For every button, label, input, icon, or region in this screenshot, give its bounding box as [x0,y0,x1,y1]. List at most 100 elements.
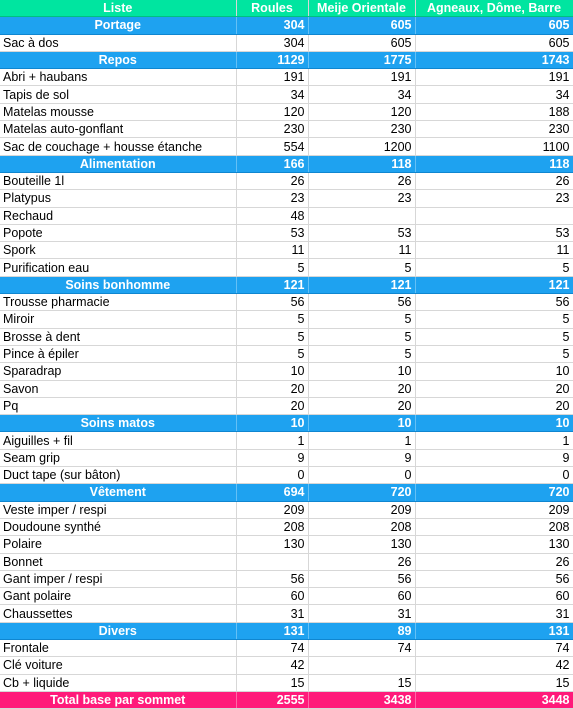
section-total-agneaux-dome-barre[interactable]: 118 [415,155,573,173]
section-name[interactable]: Repos [0,51,237,70]
item-value-meije-orientale[interactable]: 11 [308,241,416,260]
item-value-agneaux-dome-barre[interactable]: 130 [415,535,573,554]
item-value-meije-orientale[interactable]: 56 [308,293,416,312]
item-value-agneaux-dome-barre[interactable]: 56 [415,293,573,312]
item-value-agneaux-dome-barre[interactable]: 56 [415,570,573,589]
item-value-agneaux-dome-barre[interactable]: 74 [415,639,573,658]
item-value-meije-orientale[interactable]: 56 [308,570,416,589]
item-value-meije-orientale[interactable]: 23 [308,189,416,208]
section-total-meije-orientale[interactable]: 605 [308,16,416,35]
item-value-agneaux-dome-barre[interactable]: 31 [415,604,573,623]
item-value-meije-orientale[interactable]: 1200 [308,137,416,156]
section-total-roules[interactable]: 131 [236,622,309,640]
item-value-meije-orientale[interactable]: 1 [308,431,416,450]
item-value-meije-orientale[interactable]: 0 [308,466,416,485]
section-total-agneaux-dome-barre[interactable]: 121 [415,276,573,295]
item-name-cell[interactable]: Gant imper / respi [0,570,237,589]
item-value-agneaux-dome-barre[interactable]: 10 [415,362,573,381]
item-value-meije-orientale[interactable]: 10 [308,362,416,381]
item-name-cell[interactable]: Rechaud [0,207,237,225]
item-value-roules[interactable]: 5 [236,345,309,364]
section-total-meije-orientale[interactable]: 89 [308,622,416,640]
item-value-meije-orientale[interactable]: 230 [308,120,416,139]
section-total-roules[interactable]: 304 [236,16,309,35]
item-value-meije-orientale[interactable]: 26 [308,553,416,571]
item-value-agneaux-dome-barre[interactable]: 26 [415,553,573,571]
item-name-cell[interactable]: Brosse à dent [0,328,237,346]
item-value-meije-orientale[interactable]: 120 [308,103,416,122]
item-name-cell[interactable]: Matelas mousse [0,103,237,122]
section-total-roules[interactable]: 1129 [236,51,309,70]
section-total-agneaux-dome-barre[interactable]: 1743 [415,51,573,70]
item-name-cell[interactable]: Bonnet [0,553,237,571]
section-total-meije-orientale[interactable]: 720 [308,483,416,502]
item-name-cell[interactable]: Trousse pharmacie [0,293,237,312]
section-total-roules[interactable]: 166 [236,155,309,173]
item-value-meije-orientale[interactable]: 53 [308,224,416,243]
item-value-roules[interactable]: 0 [236,466,309,485]
item-name-cell[interactable]: Pince à épiler [0,345,237,364]
item-value-roules[interactable]: 15 [236,674,309,692]
item-name-cell[interactable]: Sac de couchage + housse étanche [0,137,237,156]
item-name-cell[interactable]: Gant polaire [0,587,237,606]
item-name-cell[interactable]: Tapis de sol [0,85,237,104]
item-value-roules[interactable]: 304 [236,34,309,52]
item-name-cell[interactable]: Veste imper / respi [0,501,237,519]
item-name-cell[interactable]: Sparadrap [0,362,237,381]
item-value-roules[interactable]: 5 [236,310,309,329]
item-name-cell[interactable]: Clé voiture [0,656,237,675]
item-value-roules[interactable]: 120 [236,103,309,122]
item-name-cell[interactable]: Platypus [0,189,237,208]
item-name-cell[interactable]: Frontale [0,639,237,658]
column-header-roules[interactable]: Roules [236,0,309,18]
item-name-cell[interactable]: Polaire [0,535,237,554]
item-value-roules[interactable]: 11 [236,241,309,260]
item-value-meije-orientale[interactable]: 26 [308,172,416,191]
item-name-cell[interactable]: Matelas auto-gonflant [0,120,237,139]
item-value-roules[interactable]: 56 [236,570,309,589]
item-value-roules[interactable]: 1 [236,431,309,450]
item-value-meije-orientale[interactable]: 5 [308,328,416,346]
item-value-roules[interactable]: 9 [236,449,309,468]
item-value-roules[interactable]: 10 [236,362,309,381]
item-value-meije-orientale[interactable]: 15 [308,674,416,692]
item-name-cell[interactable]: Doudoune synthé [0,518,237,537]
section-total-meije-orientale[interactable]: 121 [308,276,416,295]
column-header-agneaux-dome-barre[interactable]: Agneaux, Dôme, Barre [415,0,573,18]
item-value-meije-orientale[interactable]: 208 [308,518,416,537]
item-value-roules[interactable]: 191 [236,68,309,87]
item-name-cell[interactable]: Pq [0,397,237,416]
item-value-roules[interactable]: 26 [236,172,309,191]
section-total-agneaux-dome-barre[interactable]: 131 [415,622,573,640]
total-value-meije-orientale[interactable]: 3438 [308,691,416,709]
item-value-agneaux-dome-barre[interactable]: 20 [415,380,573,398]
item-value-agneaux-dome-barre[interactable]: 53 [415,224,573,243]
item-value-agneaux-dome-barre[interactable] [415,207,573,225]
item-value-roules[interactable]: 230 [236,120,309,139]
item-value-meije-orientale[interactable]: 191 [308,68,416,87]
item-value-roules[interactable]: 48 [236,207,309,225]
item-value-agneaux-dome-barre[interactable]: 605 [415,34,573,52]
item-value-meije-orientale[interactable] [308,207,416,225]
item-name-cell[interactable]: Abri + haubans [0,68,237,87]
item-value-agneaux-dome-barre[interactable]: 191 [415,68,573,87]
item-name-cell[interactable]: Chaussettes [0,604,237,623]
section-total-meije-orientale[interactable]: 1775 [308,51,416,70]
item-value-roules[interactable]: 208 [236,518,309,537]
section-name[interactable]: Soins bonhomme [0,276,237,295]
item-value-roules[interactable]: 5 [236,258,309,277]
item-value-agneaux-dome-barre[interactable]: 5 [415,345,573,364]
item-value-meije-orientale[interactable]: 5 [308,310,416,329]
section-total-roules[interactable]: 10 [236,414,309,433]
section-total-agneaux-dome-barre[interactable]: 605 [415,16,573,35]
item-value-roules[interactable]: 5 [236,328,309,346]
section-name[interactable]: Alimentation [0,155,237,173]
item-value-meije-orientale[interactable]: 5 [308,345,416,364]
item-value-agneaux-dome-barre[interactable]: 60 [415,587,573,606]
section-total-agneaux-dome-barre[interactable]: 10 [415,414,573,433]
item-value-agneaux-dome-barre[interactable]: 230 [415,120,573,139]
section-name[interactable]: Divers [0,622,237,640]
item-name-cell[interactable]: Sac à dos [0,34,237,52]
item-name-cell[interactable]: Duct tape (sur bâton) [0,466,237,485]
item-value-agneaux-dome-barre[interactable]: 26 [415,172,573,191]
